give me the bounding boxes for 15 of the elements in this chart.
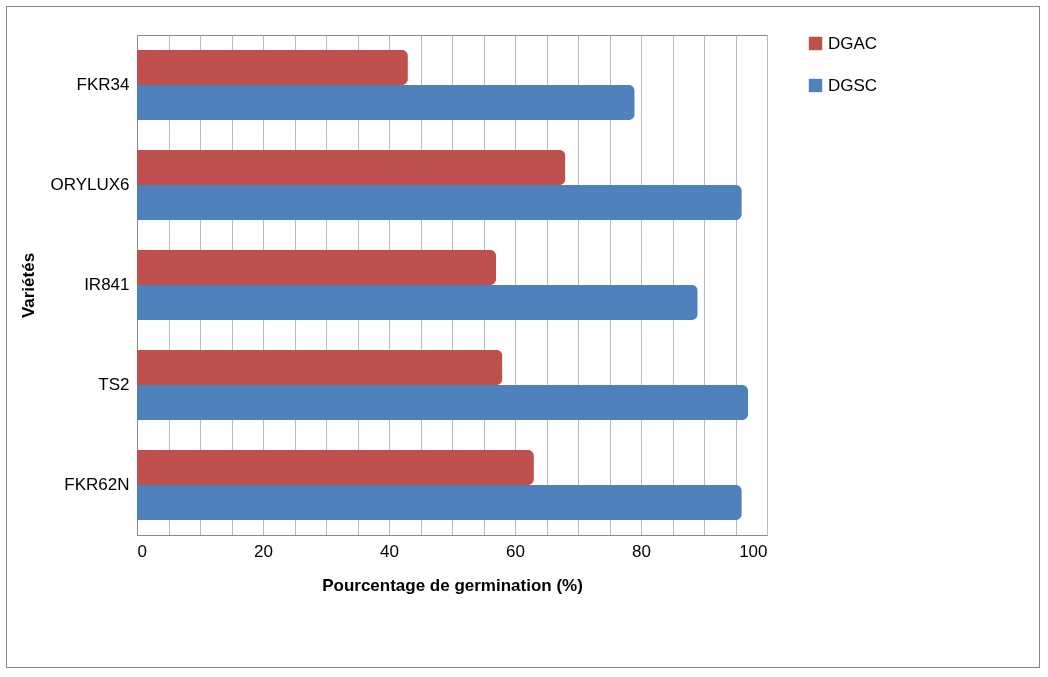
y-tick-label: FKR62N (64, 475, 130, 494)
x-tick-label: 100 (739, 541, 768, 561)
y-tick-label: IR841 (84, 275, 130, 294)
legend-label: DGAC (828, 33, 878, 53)
x-tick-label: 80 (632, 541, 651, 561)
x-tick-label: 20 (254, 541, 273, 561)
x-tick-label: 60 (506, 541, 525, 561)
x-tick-label: 0 (137, 541, 147, 561)
y-tick-label: FKR34 (76, 75, 130, 94)
y-tick-label: TS2 (98, 375, 130, 394)
x-axis-title: Pourcentage de germination (%) (322, 575, 583, 595)
y-tick-label: ORYLUX6 (50, 175, 130, 194)
legend-label: DGSC (828, 75, 878, 95)
y-axis-title: Variétés (19, 252, 39, 319)
x-tick-label: 40 (380, 541, 399, 561)
